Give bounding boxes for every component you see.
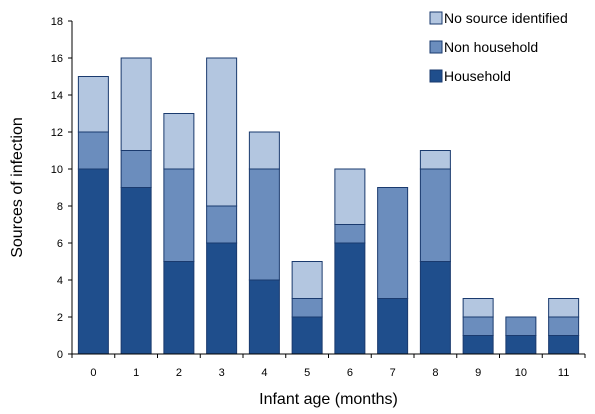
bar-segment-no-source-identified xyxy=(548,298,580,318)
bar-segment-non-household xyxy=(462,316,494,336)
x-axis-ticks: 0 1 2 3 4 5 6 7 8 9 10 11 xyxy=(71,354,586,379)
y-axis-title: Sources of infection xyxy=(9,117,26,258)
y-axis-ticks: 0 2 4 6 8 10 12 14 16 18 xyxy=(51,16,72,361)
bar-segment-non-household xyxy=(419,168,451,262)
bar-segment-household xyxy=(248,279,280,355)
bar-segment-household xyxy=(206,242,238,355)
bar-segment-non-household xyxy=(505,316,537,336)
x-tick-label: 3 xyxy=(219,367,225,379)
bar-segment-household xyxy=(377,298,409,355)
legend-label: Household xyxy=(444,68,511,84)
bars-group xyxy=(77,57,580,355)
bar-segment-non-household xyxy=(377,187,409,299)
bar-segment-household xyxy=(163,261,195,355)
x-tick-label: 10 xyxy=(515,367,527,379)
bar-segment-household xyxy=(548,335,580,355)
x-tick-label: 11 xyxy=(558,367,569,379)
x-tick-label: 6 xyxy=(347,367,353,379)
bar-segment-no-source-identified xyxy=(120,57,152,151)
bar-segment-household xyxy=(120,187,152,355)
bar-segment-household xyxy=(334,242,366,355)
bar-segment-no-source-identified xyxy=(206,57,238,207)
legend-swatch xyxy=(429,40,443,54)
bar-segment-no-source-identified xyxy=(334,168,366,225)
bar-segment-household xyxy=(419,261,451,355)
y-tick-label: 10 xyxy=(51,164,63,176)
bar-segment-no-source-identified xyxy=(462,298,494,318)
x-tick-label: 7 xyxy=(390,367,396,379)
y-tick-label: 12 xyxy=(51,127,63,139)
y-tick-label: 16 xyxy=(51,53,63,65)
legend: No source identified Non household Househo… xyxy=(429,10,568,84)
bar-segment-non-household xyxy=(548,316,580,336)
x-tick-label: 8 xyxy=(432,367,438,379)
bar-segment-household xyxy=(462,335,494,355)
x-tick-label: 2 xyxy=(176,367,182,379)
bar-segment-non-household xyxy=(163,168,195,262)
bar-segment-non-household xyxy=(334,224,366,244)
x-tick-label: 0 xyxy=(90,367,96,379)
bar-segment-non-household xyxy=(248,168,280,281)
legend-label: No source identified xyxy=(444,10,568,26)
bar-segment-household xyxy=(505,335,537,355)
x-tick-label: 4 xyxy=(261,367,267,379)
x-tick-label: 9 xyxy=(475,367,481,379)
bar-segment-non-household xyxy=(291,298,323,318)
bar-segment-no-source-identified xyxy=(77,76,109,133)
bar-segment-no-source-identified xyxy=(419,150,451,170)
legend-swatch xyxy=(429,69,443,83)
y-tick-label: 6 xyxy=(57,238,63,250)
bar-segment-no-source-identified xyxy=(163,113,195,170)
bar-segment-household xyxy=(291,316,323,355)
y-tick-label: 8 xyxy=(57,201,63,213)
legend-swatch xyxy=(429,11,443,25)
bar-segment-household xyxy=(77,168,109,355)
y-tick-label: 2 xyxy=(57,312,63,324)
x-tick-label: 1 xyxy=(133,367,139,379)
y-tick-label: 14 xyxy=(51,90,63,102)
x-tick-label: 5 xyxy=(304,367,310,379)
y-tick-label: 0 xyxy=(57,349,63,361)
legend-label: Non household xyxy=(444,39,538,55)
bar-segment-non-household xyxy=(120,150,152,188)
y-tick-label: 4 xyxy=(57,275,63,287)
bar-segment-no-source-identified xyxy=(248,131,280,170)
bar-segment-non-household xyxy=(206,205,238,244)
bar-segment-no-source-identified xyxy=(291,261,323,299)
bar-segment-non-household xyxy=(77,131,109,170)
x-axis-title: Infant age (months) xyxy=(259,391,398,408)
y-tick-label: 18 xyxy=(51,16,63,28)
